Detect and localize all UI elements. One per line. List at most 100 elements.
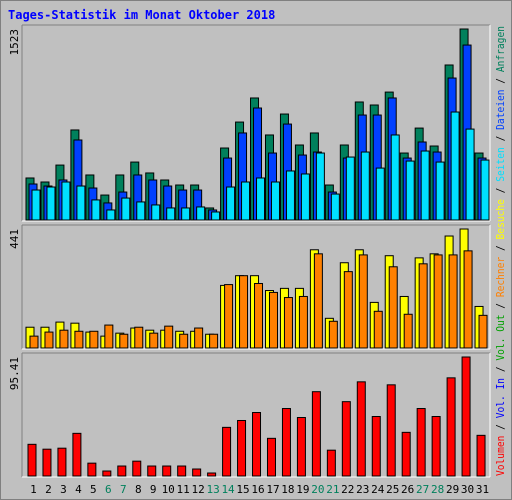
x-tick-label: 27 — [416, 483, 429, 496]
bar — [29, 335, 39, 349]
legend-separator: / — [494, 72, 507, 89]
bar — [401, 431, 411, 477]
y-tick-label: 441 — [8, 229, 21, 249]
bar — [283, 297, 293, 349]
x-tick-label: 20 — [311, 483, 324, 496]
bar — [420, 150, 430, 221]
bar — [226, 186, 236, 221]
bar — [480, 159, 490, 221]
x-tick-label: 15 — [236, 483, 249, 496]
bar — [42, 448, 52, 477]
bar — [181, 207, 191, 221]
x-tick-label: 28 — [431, 483, 444, 496]
bar — [209, 333, 219, 349]
bar — [151, 204, 161, 221]
bar — [222, 426, 232, 477]
bar — [345, 156, 355, 221]
bar — [386, 384, 396, 477]
bar — [76, 185, 86, 221]
bar — [74, 330, 84, 349]
bar — [119, 333, 129, 349]
bar — [196, 206, 206, 221]
bar — [313, 253, 323, 349]
x-tick-label: 29 — [446, 483, 459, 496]
x-tick-label: 22 — [341, 483, 354, 496]
bar — [433, 254, 443, 349]
bar — [44, 331, 54, 349]
legend-entry: Seiten — [494, 147, 507, 182]
bar — [254, 283, 264, 349]
x-tick-label: 7 — [120, 483, 127, 496]
x-tick-label: 8 — [135, 483, 142, 496]
bar — [405, 160, 415, 221]
bar — [390, 134, 400, 221]
legend: Volumen / Vol. In / Vol. Out / Rechner /… — [494, 26, 507, 476]
bar — [91, 199, 101, 221]
bar — [268, 291, 278, 349]
bar — [446, 377, 456, 477]
x-tick-label: 23 — [356, 483, 369, 496]
bar — [192, 468, 202, 477]
legend-separator: / — [494, 239, 507, 256]
legend-separator: / — [494, 361, 507, 378]
x-tick-label: 31 — [476, 483, 489, 496]
legend-entry: Vol. Out — [494, 314, 507, 360]
bar — [311, 391, 321, 477]
bar — [270, 181, 280, 221]
bar — [341, 401, 351, 477]
bar — [241, 181, 251, 221]
bar — [431, 416, 441, 477]
bar — [31, 189, 41, 221]
bar — [106, 209, 116, 221]
x-tick-label: 12 — [192, 483, 205, 496]
bar — [162, 465, 172, 477]
bar — [179, 333, 189, 349]
bar — [478, 314, 488, 349]
bar — [296, 417, 306, 477]
bar — [136, 201, 146, 221]
bar — [121, 197, 131, 221]
bar — [117, 465, 127, 477]
bar — [416, 408, 426, 477]
legend-entry: Dateien — [494, 89, 507, 129]
bar — [194, 327, 204, 349]
bar — [102, 470, 112, 477]
x-tick-label: 2 — [45, 483, 52, 496]
bar — [465, 128, 475, 221]
x-tick-label: 11 — [177, 483, 190, 496]
bar — [375, 167, 385, 221]
x-tick-label: 17 — [266, 483, 279, 496]
bar — [360, 151, 370, 221]
x-tick-label: 19 — [296, 483, 309, 496]
x-tick-label: 25 — [386, 483, 399, 496]
bar — [356, 381, 366, 477]
bar — [87, 462, 97, 477]
x-tick-label: 13 — [206, 483, 219, 496]
bar — [358, 254, 368, 349]
bar — [463, 250, 473, 349]
x-tick-label: 16 — [251, 483, 264, 496]
bar — [371, 416, 381, 477]
x-tick-label: 21 — [326, 483, 339, 496]
bar — [281, 408, 291, 477]
bar — [326, 449, 336, 477]
bar — [147, 465, 157, 477]
bar — [72, 432, 82, 477]
bar — [285, 170, 295, 221]
x-tick-label: 3 — [60, 483, 67, 496]
legend-entry: Volumen — [494, 436, 507, 476]
bar — [61, 181, 71, 221]
bar — [476, 434, 486, 477]
legend-entry: Besuche — [494, 199, 507, 239]
bar — [450, 111, 460, 221]
x-tick-label: 24 — [371, 483, 385, 496]
bar — [27, 443, 37, 477]
legend-separator: / — [494, 182, 507, 199]
x-tick-label: 18 — [281, 483, 294, 496]
bar — [104, 324, 114, 349]
bar — [330, 193, 340, 221]
bar — [211, 211, 221, 221]
bar — [300, 173, 310, 221]
legend-separator: / — [494, 297, 507, 314]
